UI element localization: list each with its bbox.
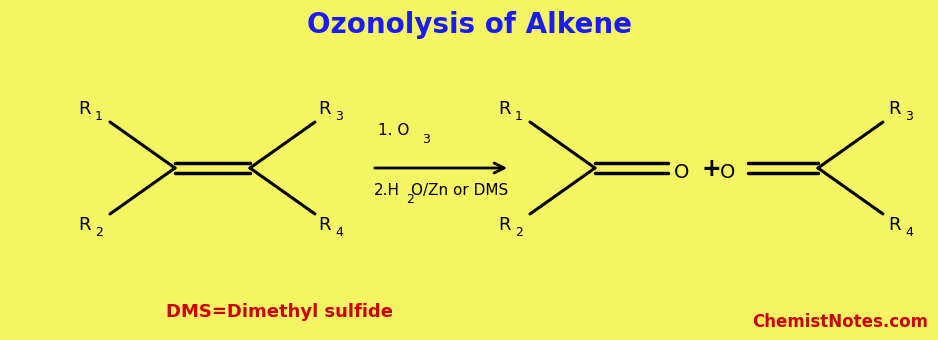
Text: Ozonolysis of Alkene: Ozonolysis of Alkene xyxy=(307,11,631,39)
Text: O: O xyxy=(674,163,689,182)
Text: 2: 2 xyxy=(95,226,103,239)
Text: 1: 1 xyxy=(515,110,522,123)
Text: R: R xyxy=(498,100,510,118)
Text: R: R xyxy=(888,216,900,234)
Text: R: R xyxy=(78,100,90,118)
Text: R: R xyxy=(498,216,510,234)
Text: R: R xyxy=(78,216,90,234)
Text: DMS=Dimethyl sulfide: DMS=Dimethyl sulfide xyxy=(167,303,394,321)
Text: 2: 2 xyxy=(515,226,522,239)
Text: 3: 3 xyxy=(422,133,430,146)
Text: 2.H: 2.H xyxy=(374,183,400,198)
Text: 3: 3 xyxy=(905,110,913,123)
Text: 2: 2 xyxy=(406,193,414,206)
Text: R: R xyxy=(888,100,900,118)
Text: O: O xyxy=(720,163,735,182)
Text: ChemistNotes.com: ChemistNotes.com xyxy=(752,313,928,331)
Text: R: R xyxy=(318,216,330,234)
Text: 4: 4 xyxy=(905,226,913,239)
Text: O/Zn or DMS: O/Zn or DMS xyxy=(411,183,508,198)
Text: 1: 1 xyxy=(95,110,103,123)
Text: +: + xyxy=(702,157,721,181)
Text: 3: 3 xyxy=(335,110,343,123)
Text: 1. O: 1. O xyxy=(378,123,409,138)
Text: R: R xyxy=(318,100,330,118)
Text: 4: 4 xyxy=(335,226,343,239)
